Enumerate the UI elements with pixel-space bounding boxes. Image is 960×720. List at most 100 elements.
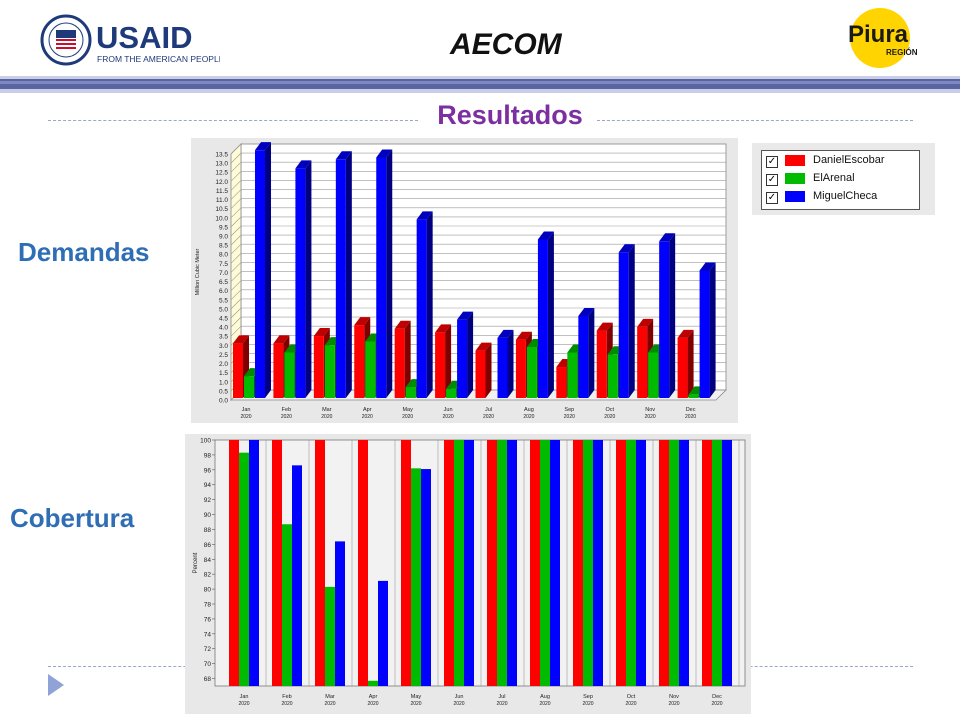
bar-miguelcheca-aug [537, 231, 554, 398]
bar-front [567, 352, 578, 398]
bar-elarenal-oct [626, 440, 636, 686]
x-tick-year: 2020 [321, 414, 332, 420]
legend-item-danielescobar[interactable]: ✓ DanielEscobar [766, 153, 916, 170]
x-tick-label: Dec [712, 694, 722, 700]
legend-checkbox-danielescobar[interactable]: ✓ [766, 156, 778, 168]
bar-front [526, 346, 537, 398]
bar-top [295, 160, 312, 169]
y-axis-label: Million Cubic Meter [195, 248, 201, 295]
x-tick-year: 2020 [539, 701, 550, 707]
x-tick-year: 2020 [362, 414, 373, 420]
bar-top [677, 329, 694, 338]
y-tick-label: 86 [204, 542, 212, 549]
y-tick-label: 4.5 [219, 316, 228, 323]
y-tick-label: 84 [204, 557, 212, 564]
y-gridline-side [230, 152, 242, 164]
bar-front [537, 239, 548, 398]
bar-side [485, 342, 492, 398]
legend-label-elarenal: ElArenal [813, 172, 855, 184]
y-gridline-side [230, 307, 242, 319]
bar-elarenal-apr [368, 680, 378, 686]
y-gridline-side [230, 180, 242, 191]
y-tick-label: 10.5 [215, 206, 228, 213]
bar-top [596, 322, 613, 331]
bar-side [426, 211, 433, 398]
bar-side [345, 151, 352, 398]
y-tick-label: 94 [204, 482, 212, 489]
x-tick-year: 2020 [645, 414, 656, 420]
bar-danielescobar-jun [444, 440, 454, 686]
title-dashed-line-left [48, 120, 418, 121]
y-tick-label: 6.0 [219, 288, 228, 295]
bar-side [404, 320, 411, 398]
bar-front [233, 343, 243, 398]
bar-front [607, 354, 618, 398]
y-tick-label: 74 [204, 631, 212, 638]
x-tick-year: 2020 [523, 414, 534, 420]
x-tick-label: Jan [240, 694, 249, 700]
bar-side [467, 311, 474, 398]
bar-front [457, 319, 468, 398]
y-tick-label: 76 [204, 616, 212, 623]
piura-name: Piura [848, 21, 909, 48]
bar-elarenal-jan [239, 452, 249, 686]
bar-top [537, 231, 554, 240]
bar-front [578, 316, 589, 398]
x-tick-year: 2020 [604, 414, 615, 420]
x-tick-label: Jun [455, 694, 464, 700]
bar-top [699, 262, 716, 271]
bar-side [687, 329, 694, 398]
x-tick-label: Feb [282, 694, 291, 700]
y-gridline-side [230, 298, 242, 310]
bar-front [677, 337, 688, 398]
cobertura-chart: 68 70 72 74 76 78 80 82 84 86 88 90 92 94 96 98 100 Perce… [185, 434, 751, 714]
y-gridline-side [230, 253, 242, 264]
bar-side [628, 244, 635, 398]
y-gridline-side [230, 289, 242, 300]
x-tick-label: May [411, 694, 422, 700]
bar-front [699, 270, 710, 398]
bar-side [507, 329, 514, 398]
legend: ✓ DanielEscobar ✓ ElArenal ✓ MiguelCheca [761, 150, 920, 210]
bar-side [709, 262, 716, 398]
bar-top [457, 311, 474, 320]
bar-danielescobar-mar [315, 440, 325, 686]
y-tick-label: 0.5 [219, 388, 228, 395]
bar-front [244, 376, 254, 398]
demandas-chart: 0.0 0.5 1.0 1.5 2.0 2.5 3.0 3.5 4.0 4.5 5.0 5.5 6.0 6… [191, 138, 738, 423]
bar-front [497, 337, 508, 398]
x-tick-year: 2020 [496, 701, 507, 707]
bar-elarenal-sep [583, 440, 593, 686]
bar-top [416, 211, 433, 220]
bar-elarenal-jun [454, 440, 464, 686]
x-tick-label: Jul [485, 407, 492, 413]
header-divider-bar [0, 76, 960, 93]
bar-danielescobar-feb [272, 440, 282, 686]
bar-front [324, 345, 335, 398]
bar-side [386, 149, 393, 398]
legend-item-miguelcheca[interactable]: ✓ MiguelCheca [766, 189, 916, 206]
bar-miguelcheca-jan [249, 440, 259, 686]
bar-miguelcheca-apr [376, 149, 393, 398]
y-tick-label: 90 [204, 512, 212, 519]
bar-front [556, 367, 567, 398]
bar-top [354, 317, 371, 326]
legend-checkbox-elarenal[interactable]: ✓ [766, 174, 778, 186]
bar-front [637, 326, 648, 398]
x-tick-label: Dec [686, 407, 696, 413]
legend-item-elarenal[interactable]: ✓ ElArenal [766, 171, 916, 188]
x-tick-label: Oct [605, 407, 614, 413]
y-tick-label: 92 [204, 497, 212, 504]
bar-front [416, 219, 427, 398]
x-tick-label: Apr [369, 694, 378, 700]
bar-miguelcheca-jan [255, 142, 271, 398]
next-slide-arrow-icon[interactable] [46, 672, 66, 698]
y-tick-label: 2.5 [219, 352, 228, 359]
legend-checkbox-miguelcheca[interactable]: ✓ [766, 192, 778, 204]
x-tick-label: Mar [325, 694, 335, 700]
bar-danielescobar-jan [229, 440, 239, 686]
bar-danielescobar-apr [358, 440, 368, 686]
bar-miguelcheca-jul [507, 440, 517, 686]
y-gridline-side [230, 280, 242, 291]
y-tick-label: 11.5 [216, 188, 229, 195]
